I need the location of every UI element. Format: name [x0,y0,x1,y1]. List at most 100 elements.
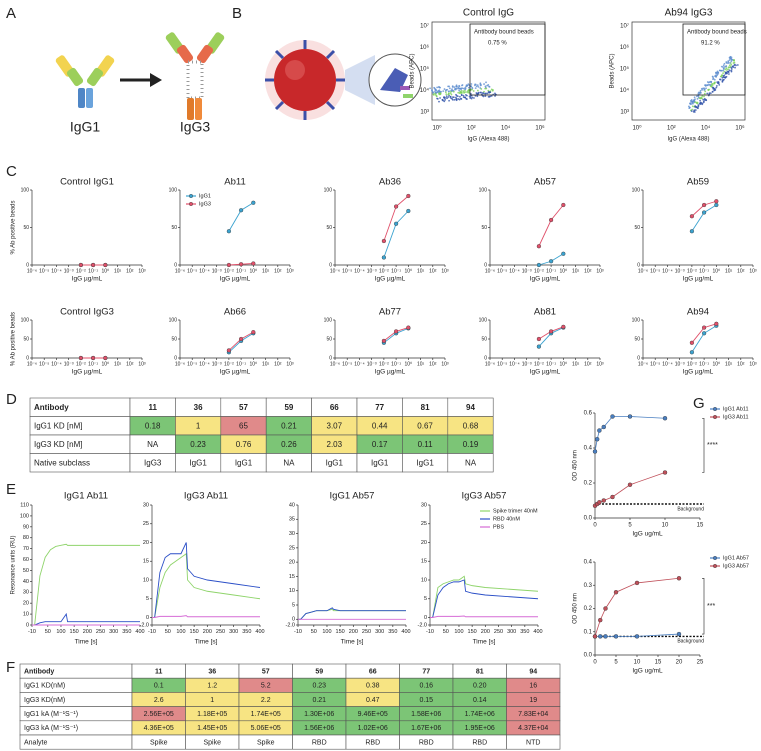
x-axis-label: Time [s] [75,639,98,646]
x-tick-label: 10⁻⁶ [330,268,340,274]
x-tick-label: 15 [655,660,662,666]
event-dot [460,88,462,91]
event-dot [444,91,447,94]
legend-label: IgG1 Ab11 [723,406,749,412]
event-dot [467,83,470,86]
event-dot [458,87,461,90]
data-point [634,634,640,639]
x-tick-label: 10³ [596,361,604,367]
event-dot [481,92,484,94]
x-tick-label: 400 [401,629,410,635]
data-point [406,193,411,199]
y-tick-label: 10 [143,577,149,583]
x-tick-label: 10² [429,361,437,367]
event-dot [463,87,465,90]
series-line [691,204,717,232]
event-dot [460,94,463,97]
table-text: 5.06E+05 [251,725,281,732]
event-dot [697,107,699,110]
event-dot [438,93,441,96]
data-point [702,210,707,215]
table-header: 77 [375,403,384,412]
event-dot [486,92,489,95]
legend-marker [188,201,193,206]
event-dot [450,89,452,92]
event-dot [717,81,720,84]
chart-title: Control IgG1 [60,177,114,188]
table-header: 36 [194,403,203,412]
table-header: 59 [284,403,293,412]
event-dot [451,96,454,99]
event-dot [434,90,436,93]
series-line [152,542,261,618]
x-tick-label: 10⁻⁵ [650,268,660,274]
y-tick-label: 0 [26,622,29,628]
legend-label: IgG1 Ab57 [723,555,749,561]
chart-title: Ab11 [224,177,245,188]
event-dot [712,77,715,80]
x-tick-label: 150 [336,629,345,635]
table-text: 1.74E+05 [251,711,281,718]
x-tick-label: 100 [176,629,185,635]
legend-marker [713,556,718,561]
event-dot [490,95,493,97]
x-tick-label: 10⁻³ [675,361,685,367]
table-text: 0.15 [419,697,433,704]
event-dot [704,90,707,93]
y-tick-label: 0 [484,355,487,361]
data-point [613,634,619,639]
data-point [689,229,694,234]
event-dot [476,89,479,92]
event-dot [494,92,496,95]
event-dot [470,85,473,88]
event-dot [479,91,482,94]
data-point [594,437,600,442]
x-tick-label: 10⁶ [735,125,745,132]
event-dot [713,89,716,92]
event-dot [728,69,731,72]
panel-letter: A [6,5,16,22]
event-dot [471,87,474,89]
x-tick-label: 10⁻³ [64,361,74,367]
x-tick-label: 10 [662,523,669,529]
y-tick-label: 100 [21,187,30,193]
event-dot [452,90,455,93]
table-text: 0.11 [418,440,434,449]
event-dot [447,96,450,98]
x-tick-label: 10¹ [725,361,733,367]
table-text: 0.68 [463,421,479,430]
x-axis-label: IgG µg/mL [72,276,103,283]
x-tick-label: 10¹ [114,268,122,274]
x-tick-label: 10⁻³ [367,361,377,367]
y-tick-label: 0.4 [584,446,593,452]
data-point [601,498,606,503]
event-dot [461,87,464,90]
plot-title: Control IgG [463,8,514,19]
table-text: IgG1 [326,458,344,467]
table-text: 0.17 [372,440,388,449]
x-tick-label: 10⁻⁴ [199,361,209,367]
x-axis-label: Time [s] [473,639,496,646]
table-text: 65 [239,421,248,430]
table-text: 1.95E+06 [465,725,495,732]
data-point [536,344,541,349]
event-dot [705,99,708,102]
legend-label: IgG3 Ab11 [723,414,749,420]
data-point [251,200,256,205]
table-header: Antibody [24,668,54,675]
data-point [381,338,386,343]
event-dot [435,94,438,97]
event-dot [696,97,699,100]
y-tick-label: 40 [289,502,295,508]
event-dot [436,98,439,100]
y-tick-label: 100 [479,317,488,323]
x-tick-label: 200 [203,629,212,635]
chart-title: Ab77 [379,307,401,318]
table-text: 3.07 [327,421,343,430]
table-header: 11 [148,403,157,412]
event-dot [439,90,441,93]
event-dot [694,101,697,104]
event-dot [465,91,467,94]
event-dot [697,104,700,106]
x-tick-label: 10⁻² [534,268,544,274]
